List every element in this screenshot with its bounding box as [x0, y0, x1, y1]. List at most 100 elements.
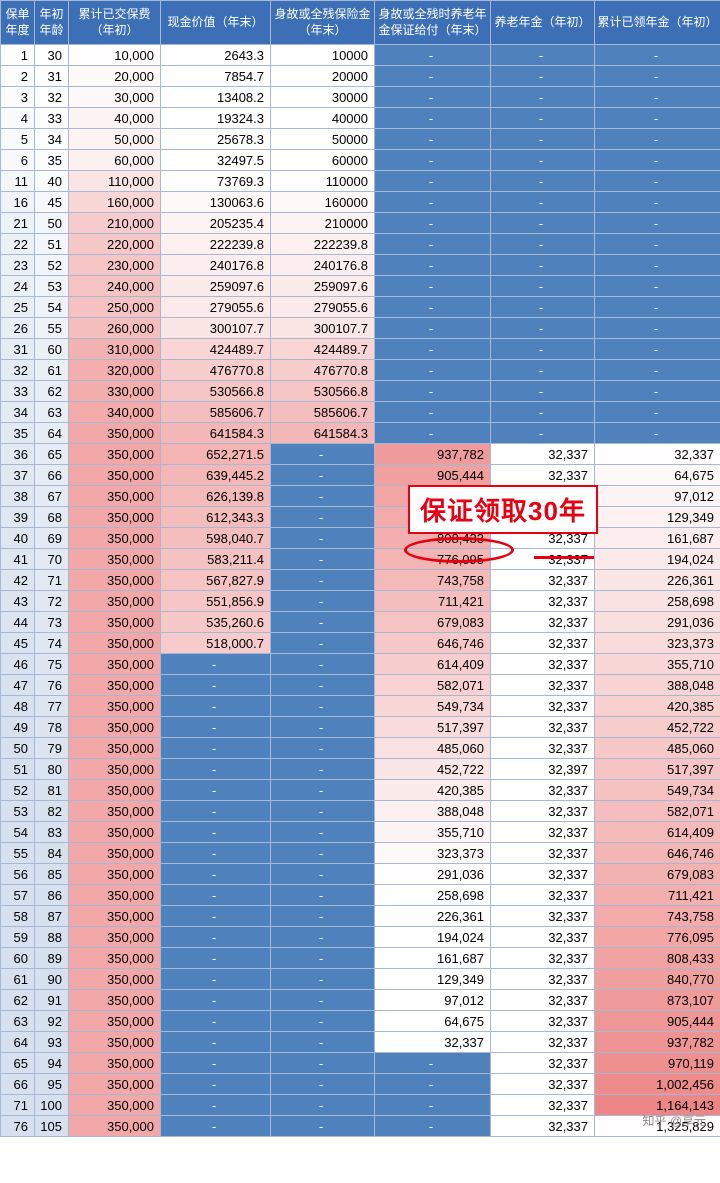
cell: 614,409	[375, 654, 491, 675]
cell: 300107.7	[161, 318, 271, 339]
cell: 32	[35, 87, 69, 108]
cell: 970,119	[595, 1053, 720, 1074]
cell: 355,710	[595, 654, 720, 675]
cell: 32,337	[375, 1032, 491, 1053]
cell: -	[595, 381, 720, 402]
cell: 32,337	[491, 591, 595, 612]
cell: 36	[1, 444, 35, 465]
cell: 310,000	[69, 339, 161, 360]
cell: -	[271, 570, 375, 591]
table-row: 4473350,000535,260.6-679,08332,337291,03…	[1, 612, 720, 633]
cell: -	[375, 318, 491, 339]
cell: -	[375, 360, 491, 381]
cell: 33	[1, 381, 35, 402]
cell: 87	[35, 906, 69, 927]
cell: 350,000	[69, 801, 161, 822]
cell: 549,734	[595, 780, 720, 801]
cell: -	[161, 696, 271, 717]
cell: 45	[1, 633, 35, 654]
cell: -	[161, 822, 271, 843]
cell: -	[491, 108, 595, 129]
cell: 32,337	[491, 1074, 595, 1095]
cell: 937,782	[595, 1032, 720, 1053]
cell: -	[595, 129, 720, 150]
cell: 71	[1, 1095, 35, 1116]
table-row: 5786350,000--258,69832,337711,421	[1, 885, 720, 906]
cell: 30000	[271, 87, 375, 108]
cell: 64,675	[375, 1011, 491, 1032]
cell: 646,746	[595, 843, 720, 864]
cell: 161,687	[375, 948, 491, 969]
cell: -	[271, 801, 375, 822]
table-row: 1140110,00073769.3110000---	[1, 171, 720, 192]
table-row: 4877350,000--549,73432,337420,385	[1, 696, 720, 717]
table-row: 53450,00025678.350000---	[1, 129, 720, 150]
cell: -	[271, 759, 375, 780]
cell: 291,036	[595, 612, 720, 633]
cell: 350,000	[69, 1053, 161, 1074]
cell: 61	[35, 360, 69, 381]
cell: -	[595, 66, 720, 87]
cell: 626,139.8	[161, 486, 271, 507]
cell: 129,349	[595, 507, 720, 528]
cell: 73	[35, 612, 69, 633]
cell: 535,260.6	[161, 612, 271, 633]
cell: -	[161, 1011, 271, 1032]
cell: 30,000	[69, 87, 161, 108]
cell: 40	[35, 171, 69, 192]
column-header-4: 身故或全残保险金（年末）	[271, 1, 375, 45]
cell: -	[375, 213, 491, 234]
cell: 350,000	[69, 780, 161, 801]
cell: -	[375, 129, 491, 150]
cell: 258,698	[375, 885, 491, 906]
cell: 59	[1, 927, 35, 948]
cell: -	[161, 675, 271, 696]
cell: 582,071	[595, 801, 720, 822]
cell: -	[491, 423, 595, 444]
cell: -	[375, 171, 491, 192]
cell: -	[491, 297, 595, 318]
watermark: 知乎 @享元	[642, 1112, 706, 1129]
cell: 35	[1, 423, 35, 444]
cell: 93	[35, 1032, 69, 1053]
cell: 62	[35, 381, 69, 402]
cell: 86	[35, 885, 69, 906]
cell: 452,722	[375, 759, 491, 780]
cell: -	[271, 906, 375, 927]
cell: 64	[35, 423, 69, 444]
cell: 350,000	[69, 465, 161, 486]
table-row: 5584350,000--323,37332,337646,746	[1, 843, 720, 864]
cell: 45	[35, 192, 69, 213]
table-row: 3261320,000476770.8476770.8---	[1, 360, 720, 381]
highlight-circle	[404, 537, 514, 563]
column-header-6: 养老年金（年初）	[491, 1, 595, 45]
cell: 32,337	[491, 570, 595, 591]
cell: 88	[35, 927, 69, 948]
column-header-0: 保单年度	[1, 1, 35, 45]
cell: 69	[35, 528, 69, 549]
cell: -	[491, 171, 595, 192]
cell: -	[271, 465, 375, 486]
cell: 31	[35, 66, 69, 87]
cell: 67	[35, 486, 69, 507]
table-row: 3665350,000652,271.5-937,78232,33732,337	[1, 444, 720, 465]
cell: -	[595, 276, 720, 297]
table-row: 4372350,000551,856.9-711,42132,337258,69…	[1, 591, 720, 612]
cell: -	[375, 1095, 491, 1116]
cell: 32,337	[491, 1116, 595, 1137]
cell: -	[271, 549, 375, 570]
cell: 110,000	[69, 171, 161, 192]
table-row: 43340,00019324.340000---	[1, 108, 720, 129]
cell: 840,770	[595, 969, 720, 990]
cell: 743,758	[375, 570, 491, 591]
cell: 350,000	[69, 990, 161, 1011]
cell: 32,337	[491, 738, 595, 759]
cell: 485,060	[375, 738, 491, 759]
cell: 388,048	[375, 801, 491, 822]
cell: 110000	[271, 171, 375, 192]
callout-label: 保证领取30年	[408, 485, 598, 534]
cell: 65	[35, 444, 69, 465]
cell: -	[271, 675, 375, 696]
cell: 10,000	[69, 45, 161, 66]
cell: 34	[35, 129, 69, 150]
